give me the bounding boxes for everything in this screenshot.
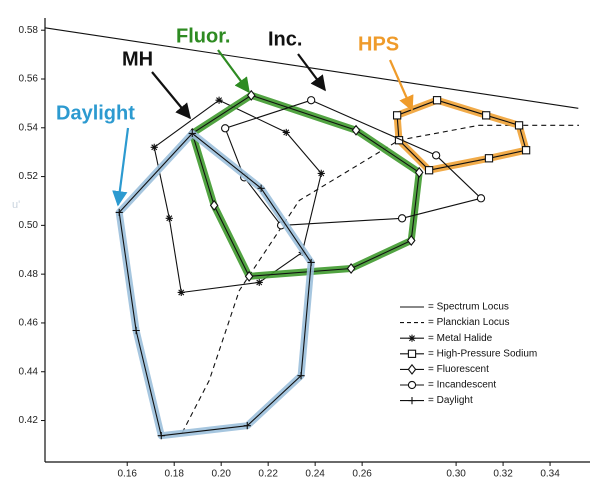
legend-label: = Spectrum Locus	[428, 302, 509, 313]
marker	[177, 288, 185, 297]
marker	[408, 397, 416, 405]
marker	[406, 234, 416, 246]
annotation-arrow	[112, 127, 130, 207]
marker	[407, 363, 417, 375]
series	[181, 124, 579, 433]
annotation-text: Daylight	[56, 102, 135, 124]
axes	[44, 18, 590, 463]
marker	[282, 128, 290, 137]
marker	[243, 422, 251, 430]
marker	[424, 166, 434, 175]
y-tick-label: 0.58	[19, 25, 39, 36]
series-highlight	[393, 96, 530, 174]
series-line	[153, 99, 322, 294]
x-tick-label: 0.34	[540, 469, 560, 480]
marker	[307, 96, 316, 105]
y-tick-label: 0.46	[19, 318, 39, 329]
legend: = Spectrum Locus = Planckian Locus = Metal…	[400, 302, 537, 406]
annotation: Daylight	[56, 102, 135, 207]
marker	[188, 129, 196, 137]
marker	[297, 372, 305, 380]
marker	[431, 151, 441, 160]
annotation-text: MH	[122, 48, 153, 70]
x-tick-label: 0.16	[117, 469, 137, 480]
annotation: Inc.	[268, 28, 326, 92]
y-tick-label: 0.44	[19, 366, 39, 377]
series	[44, 27, 579, 109]
series	[221, 96, 486, 230]
x-tick-label: 0.24	[305, 469, 325, 480]
marker	[407, 349, 417, 358]
x-tick-label: 0.20	[211, 469, 231, 480]
marker	[392, 111, 402, 120]
annotation: MH	[122, 48, 191, 120]
legend-label: = High-Pressure Sodium	[428, 348, 537, 359]
marker	[209, 199, 219, 211]
annotation-text: HPS	[358, 33, 399, 55]
marker	[132, 326, 140, 335]
marker	[414, 166, 424, 178]
marker	[165, 214, 173, 222]
series-highlight	[115, 129, 315, 440]
y-axis-label: u'	[12, 199, 20, 211]
marker	[221, 124, 230, 133]
marker	[157, 432, 165, 440]
legend-label: = Planckian Locus	[428, 317, 509, 328]
x-tick-label: 0.32	[493, 469, 513, 480]
series-line	[44, 27, 579, 109]
marker	[244, 270, 254, 282]
annotation-text: Inc.	[268, 28, 302, 50]
marker	[215, 96, 223, 104]
marker	[521, 146, 531, 155]
annotation-text: Fluor.	[176, 25, 230, 47]
annotation: Fluor.	[176, 25, 250, 94]
x-tick-label: 0.30	[446, 469, 466, 480]
y-tick-label: 0.52	[19, 171, 39, 182]
marker	[407, 380, 417, 390]
annotation-arrow	[217, 49, 250, 94]
annotation-arrow	[388, 59, 414, 112]
marker	[246, 89, 256, 101]
marker	[346, 263, 356, 275]
legend-box	[395, 298, 589, 406]
marker	[408, 334, 416, 342]
annotation-arrow	[297, 53, 326, 92]
series	[392, 96, 531, 175]
marker	[484, 154, 494, 163]
marker	[351, 124, 361, 136]
marker	[257, 184, 265, 192]
series	[115, 129, 315, 440]
x-tick-label: 0.26	[352, 469, 372, 480]
series	[150, 96, 325, 297]
marker	[514, 121, 524, 130]
marker	[317, 169, 325, 177]
legend-label: = Daylight	[428, 395, 473, 406]
y-tick-label: 0.50	[19, 220, 39, 231]
marker	[482, 111, 491, 120]
series-line	[181, 124, 579, 433]
marker	[255, 278, 263, 287]
marker	[397, 214, 407, 223]
x-tick-label: 0.18	[164, 469, 184, 480]
marker	[115, 208, 123, 217]
marker	[432, 96, 442, 105]
marker	[307, 258, 315, 267]
annotation-arrow	[151, 71, 191, 120]
marker	[150, 143, 158, 151]
x-tick-label: 0.22	[258, 469, 278, 480]
legend-label: = Fluorescent	[428, 364, 489, 375]
legend-label: = Metal Halide	[428, 333, 493, 344]
legend-label: = Incandescent	[428, 380, 496, 391]
y-tick-label: 0.48	[19, 269, 39, 280]
y-tick-label: 0.42	[19, 415, 39, 426]
series-line	[224, 99, 482, 226]
y-tick-label: 0.54	[19, 122, 39, 133]
annotation: HPS	[358, 33, 414, 112]
y-tick-label: 0.56	[19, 74, 39, 85]
marker	[476, 194, 486, 203]
